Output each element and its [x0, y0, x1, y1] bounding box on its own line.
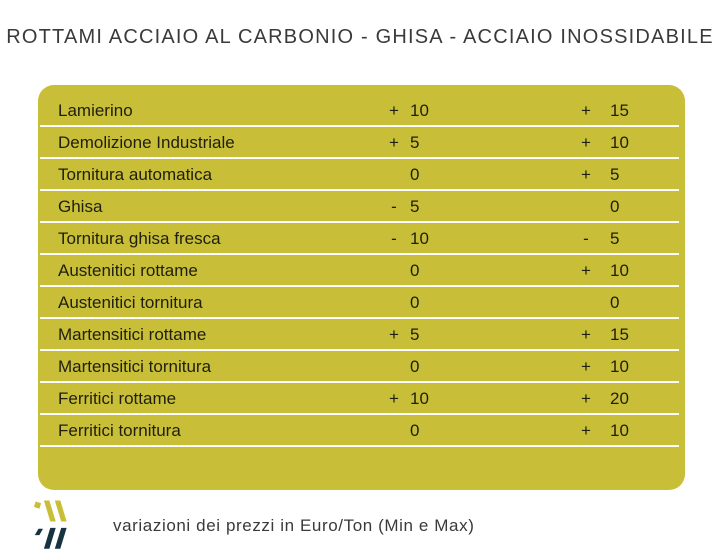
- min-value: 0: [410, 261, 420, 280]
- min-value: 5: [410, 197, 420, 216]
- max-sign: +: [581, 357, 591, 376]
- min-sign: +: [389, 325, 399, 344]
- table-row: Austenitici rottame 0 + 10: [38, 255, 685, 287]
- max-sign: +: [581, 389, 591, 408]
- table-row: Tornitura automatica 0 + 5: [38, 159, 685, 191]
- table-row: Ferritici tornitura 0 + 10: [38, 415, 685, 447]
- max-value: 5: [610, 229, 620, 248]
- max-value: 5: [610, 165, 620, 184]
- footer-caption: variazioni dei prezzi in Euro/Ton (Min e…: [113, 516, 475, 535]
- max-value: 15: [610, 325, 629, 344]
- price-table: Lamierino + 10 + 15 Demolizione Industri…: [38, 85, 685, 490]
- siderweb-logo-icon: [33, 500, 67, 549]
- row-label: Tornitura ghisa fresca: [58, 229, 221, 248]
- min-value: 10: [410, 389, 429, 408]
- row-label: Martensitici tornitura: [58, 357, 212, 376]
- row-label: Ghisa: [58, 197, 103, 216]
- table-row: Austenitici tornitura 0 0: [38, 287, 685, 319]
- min-value: 0: [410, 293, 420, 312]
- row-label: Austenitici rottame: [58, 261, 198, 280]
- max-sign: -: [583, 229, 589, 248]
- max-value: 10: [610, 133, 629, 152]
- row-label: Ferritici rottame: [58, 389, 177, 408]
- min-value: 5: [410, 325, 420, 344]
- min-sign: -: [391, 197, 397, 216]
- min-value: 0: [410, 165, 420, 184]
- max-sign: +: [581, 101, 591, 120]
- max-sign: +: [581, 261, 591, 280]
- max-value: 15: [610, 101, 629, 120]
- min-value: 0: [410, 421, 420, 440]
- row-label: Tornitura automatica: [58, 165, 213, 184]
- max-value: 10: [610, 261, 629, 280]
- min-sign: +: [389, 389, 399, 408]
- row-label: Lamierino: [58, 101, 133, 120]
- table-row: Lamierino + 10 + 15: [38, 95, 685, 127]
- max-sign: +: [581, 325, 591, 344]
- row-label: Ferritici tornitura: [58, 421, 181, 440]
- table-row: Demolizione Industriale + 5 + 10: [38, 127, 685, 159]
- max-value: 0: [610, 293, 620, 312]
- row-label: Austenitici tornitura: [58, 293, 203, 312]
- table-row: Ferritici rottame + 10 + 20: [38, 383, 685, 415]
- table-row: Tornitura ghisa fresca - 10 - 5: [38, 223, 685, 255]
- table-row: Ghisa - 5 0: [38, 191, 685, 223]
- max-value: 0: [610, 197, 620, 216]
- max-sign: +: [581, 165, 591, 184]
- min-sign: +: [389, 101, 399, 120]
- min-value: 10: [410, 101, 429, 120]
- row-label: Demolizione Industriale: [58, 133, 235, 152]
- min-value: 10: [410, 229, 429, 248]
- min-value: 0: [410, 357, 420, 376]
- max-value: 10: [610, 357, 629, 376]
- max-sign: +: [581, 133, 591, 152]
- max-value: 20: [610, 389, 629, 408]
- row-label: Martensitici rottame: [58, 325, 207, 344]
- page-title: ROTTAMI ACCIAIO AL CARBONIO - GHISA - AC…: [6, 26, 714, 48]
- max-value: 10: [610, 421, 629, 440]
- min-sign: -: [391, 229, 397, 248]
- table-row: Martensitici rottame + 5 + 15: [38, 319, 685, 351]
- min-sign: +: [389, 133, 399, 152]
- max-sign: +: [581, 421, 591, 440]
- table-row: Martensitici tornitura 0 + 10: [38, 351, 685, 383]
- min-value: 5: [410, 133, 420, 152]
- footer: variazioni dei prezzi in Euro/Ton (Min e…: [33, 498, 474, 554]
